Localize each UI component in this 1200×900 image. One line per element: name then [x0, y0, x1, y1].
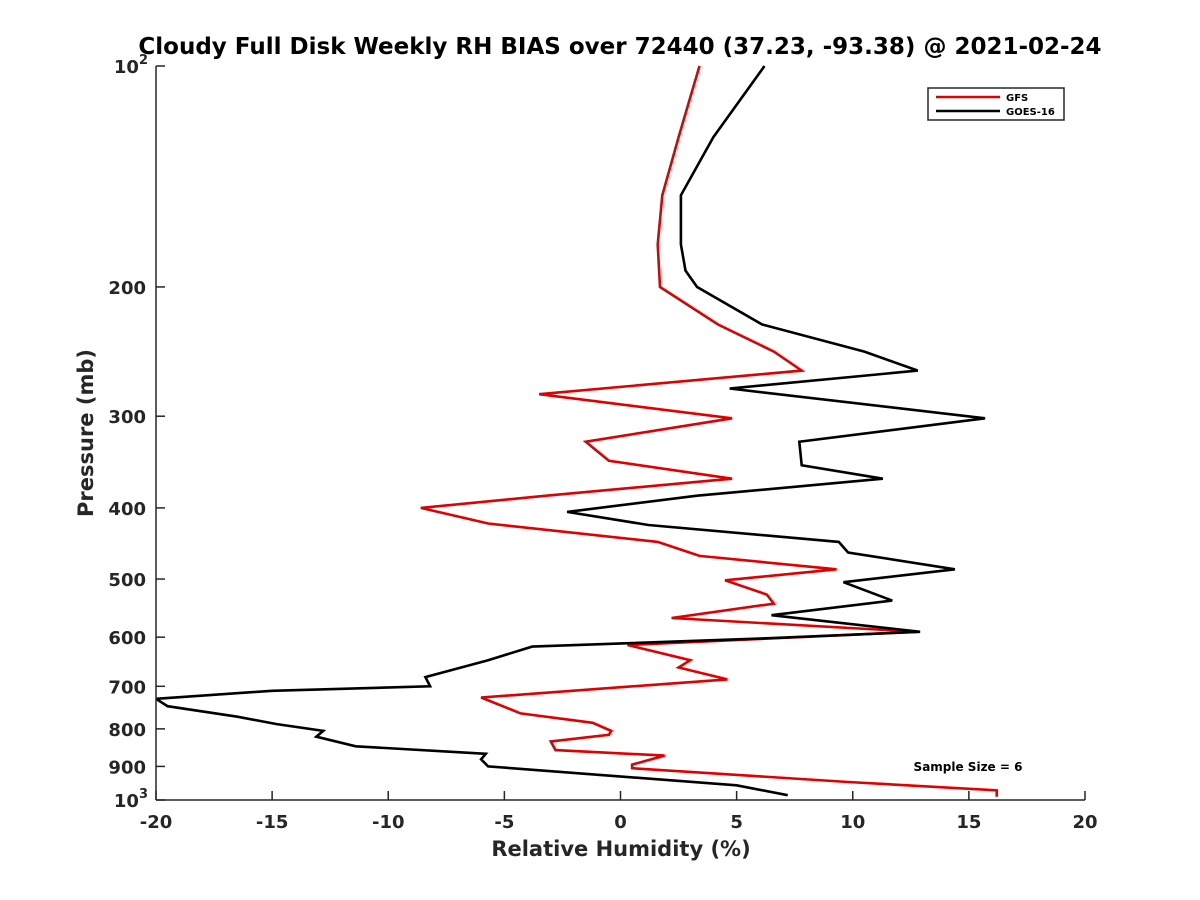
x-tick-label: -20 [140, 812, 173, 833]
y-tick-label: 500 [108, 570, 146, 591]
plot-area [156, 65, 999, 797]
x-tick-label: -15 [256, 812, 289, 833]
x-tick-label: -5 [494, 812, 514, 833]
y-tick-label: 103 [114, 787, 148, 812]
x-axis-label: Relative Humidity (%) [491, 837, 750, 861]
y-tick-label: 102 [114, 53, 148, 78]
y-tick-label: 400 [108, 499, 146, 520]
series-layer [156, 65, 999, 797]
x-tick-label: 0 [614, 812, 627, 833]
legend-box [927, 87, 1065, 121]
ticks-layer: -20 -15 -10 -5 0 5 10 15 20 102 200 300 400 500 600 700… [108, 53, 1097, 833]
x-tick-label: 15 [956, 812, 981, 833]
x-tick-label: 5 [730, 812, 743, 833]
y-tick-label: 600 [108, 628, 146, 649]
y-tick-label: 300 [108, 407, 146, 428]
chart-title: Cloudy Full Disk Weekly RH BIAS over 724… [138, 34, 1101, 60]
y-tick-label: 700 [108, 677, 146, 698]
x-tick-label: -10 [372, 812, 405, 833]
x-tick-label: 10 [840, 812, 865, 833]
legend-label: GOES-16 [1006, 107, 1055, 118]
legend: GFS GOES-16 [927, 87, 1065, 121]
series-line-gfs [420, 65, 999, 797]
legend-label: GFS [1006, 93, 1028, 104]
series-line-goes-16 [156, 65, 986, 797]
y-axis-label: Pressure (mb) [74, 349, 98, 517]
y-tick-label: 900 [108, 757, 146, 778]
y-tick-label: 800 [108, 720, 146, 741]
x-tick-label: 20 [1072, 812, 1097, 833]
y-tick-label: 200 [108, 278, 146, 299]
sample-size-annotation: Sample Size = 6 [914, 760, 1023, 774]
